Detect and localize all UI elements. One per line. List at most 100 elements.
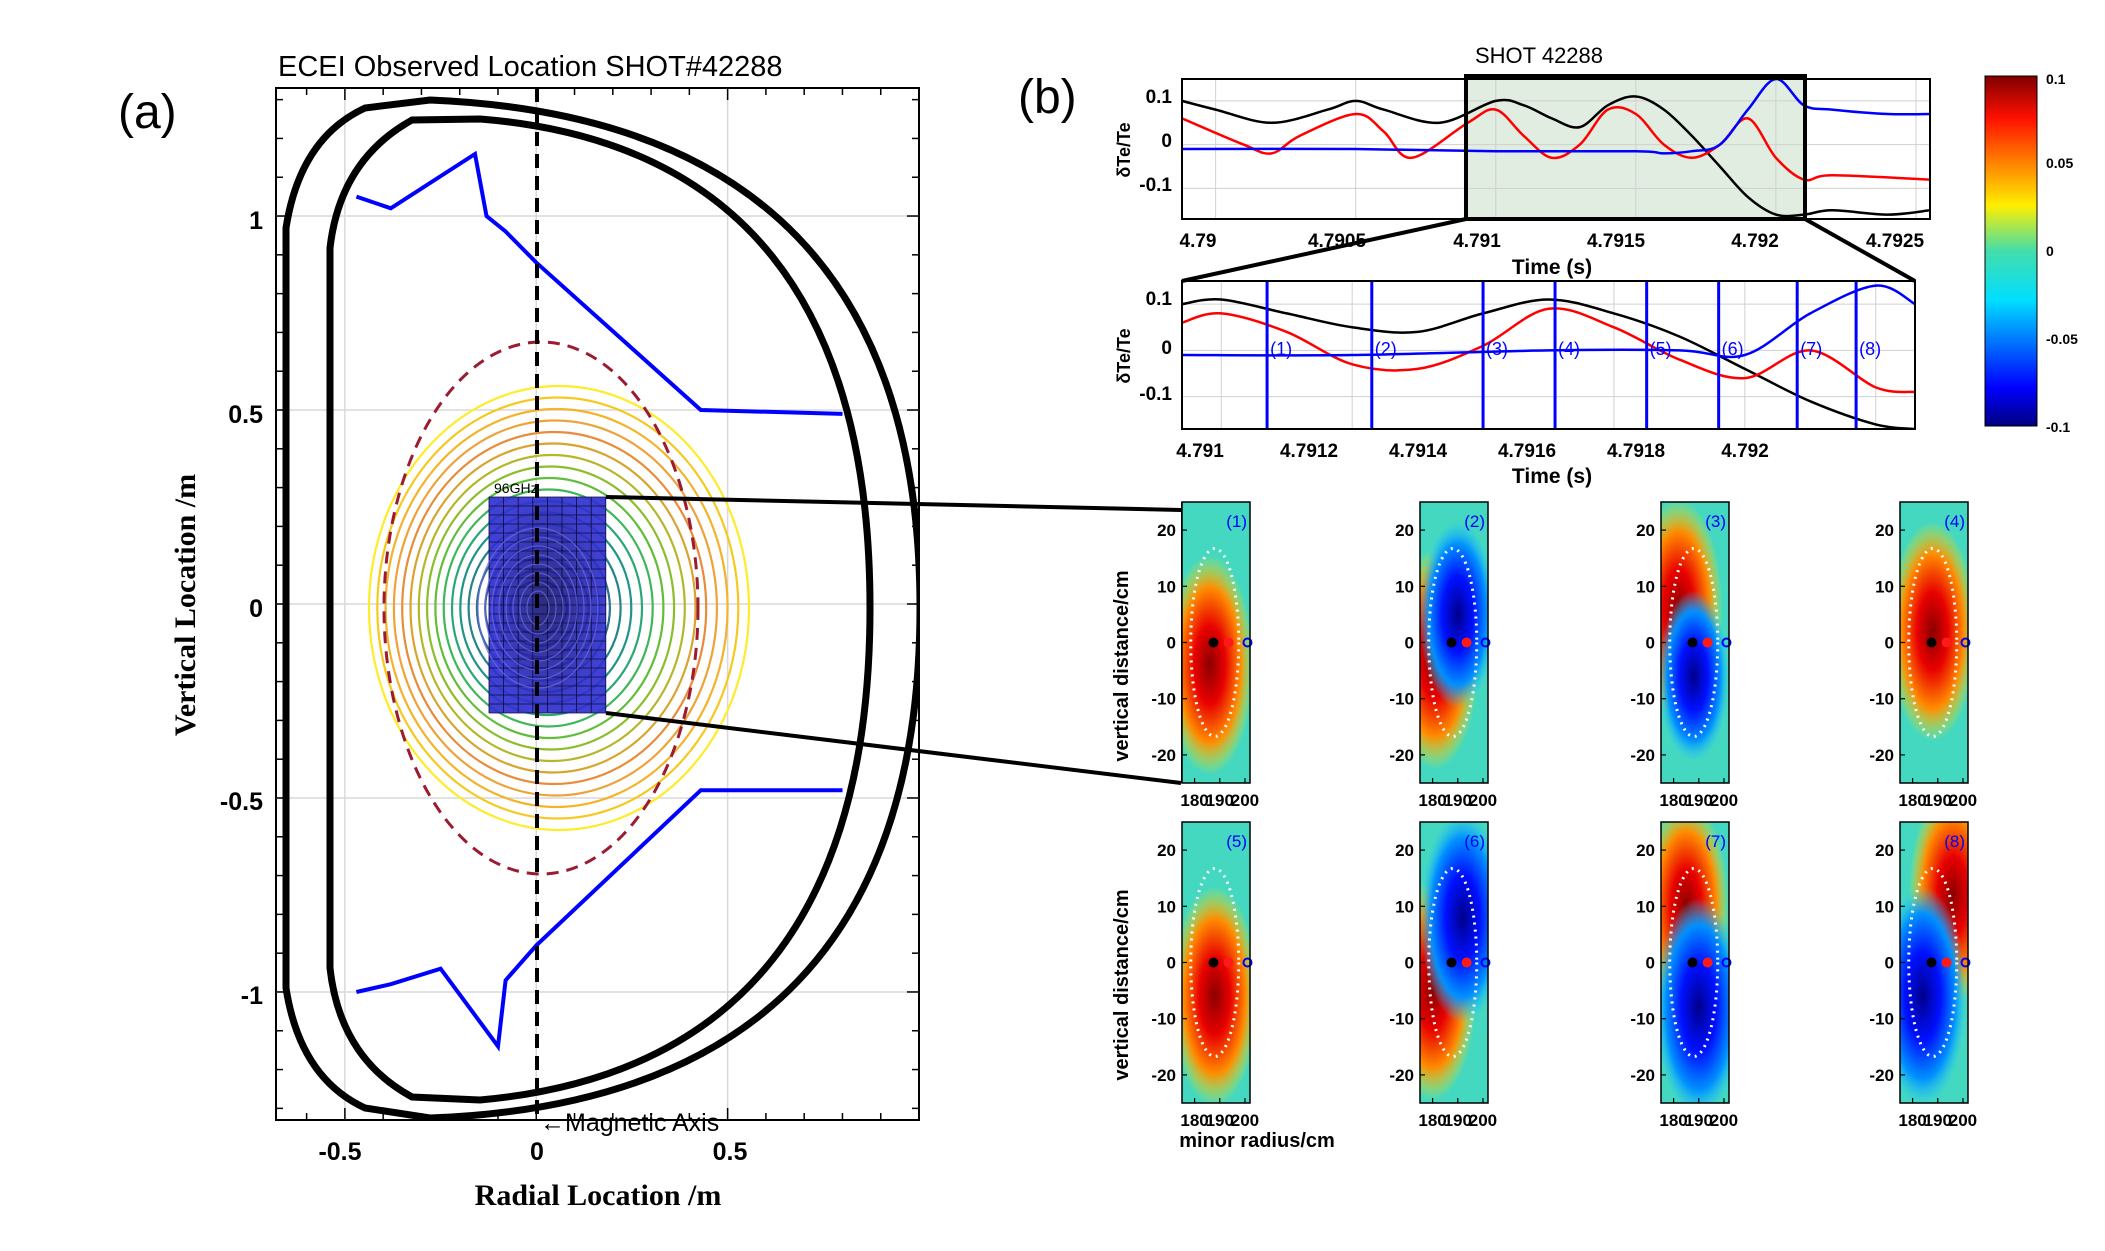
a-xtick-1: 0 bbox=[530, 1138, 544, 1166]
image-blob-1 bbox=[1900, 886, 1967, 1103]
t2-lines-series-0 bbox=[1182, 297, 1915, 429]
image-ytick: 0 bbox=[1405, 954, 1414, 973]
t1-ytick-1: 0 bbox=[1161, 131, 1172, 152]
image-blobs bbox=[1182, 547, 1250, 775]
channel-dot-blue bbox=[1480, 957, 1491, 968]
panel-a: (a) ECEI Observed Location SHOT#42288 96… bbox=[118, 51, 920, 1212]
image-ytick: 10 bbox=[1875, 897, 1894, 916]
t1-xtick-5: 4.7925 bbox=[1866, 231, 1925, 252]
flux-contour-6 bbox=[417, 453, 686, 763]
t1-ytick-2: -0.1 bbox=[1139, 175, 1172, 196]
image-xtick: 190 bbox=[1685, 1111, 1713, 1130]
image-ytick: 20 bbox=[1636, 521, 1655, 540]
image-ytick: 10 bbox=[1395, 897, 1414, 916]
t2-ytick-0: 0.1 bbox=[1146, 289, 1173, 310]
t2-xtick-2: 4.7914 bbox=[1389, 441, 1448, 462]
image-ytick: -20 bbox=[1869, 1066, 1894, 1085]
time-marker-label-4: (4) bbox=[1558, 339, 1580, 359]
image-ytick: -10 bbox=[1151, 690, 1176, 709]
image-ytick: -10 bbox=[1630, 690, 1655, 709]
image-ytick: 0 bbox=[1167, 954, 1176, 973]
image-xtick: 200 bbox=[1469, 791, 1497, 810]
time-marker-label-7: (7) bbox=[1800, 339, 1822, 359]
channel-dot-blue bbox=[1242, 957, 1253, 968]
t1-lines-series-2 bbox=[1182, 79, 1930, 155]
image-xtick: 200 bbox=[1231, 791, 1259, 810]
cbar-tick-3: -0.05 bbox=[2046, 331, 2078, 347]
a-ytick-1: 0.5 bbox=[228, 401, 263, 429]
time-marker-label-1: (1) bbox=[1270, 339, 1292, 359]
image-label-4: (4) bbox=[1944, 512, 1965, 531]
colorbar-gradient bbox=[1984, 75, 2038, 427]
image-xtick: 180 bbox=[1180, 1111, 1208, 1130]
image-xtick: 190 bbox=[1206, 1111, 1234, 1130]
image-xtick: 200 bbox=[1949, 1111, 1977, 1130]
image-xtick: 200 bbox=[1949, 791, 1977, 810]
image-blob-1 bbox=[1420, 822, 1488, 1024]
image-blob-1 bbox=[1420, 520, 1488, 709]
image-ytick: -10 bbox=[1151, 1010, 1176, 1029]
t1-xtick-1: 4.7905 bbox=[1308, 231, 1367, 252]
t2-xtick-0: 4.791 bbox=[1176, 441, 1224, 462]
image-xtick: 180 bbox=[1898, 1111, 1926, 1130]
flux-contour-7 bbox=[425, 465, 676, 751]
image-label-2: (2) bbox=[1464, 512, 1485, 531]
image-blobs bbox=[1420, 520, 1488, 770]
img-ylabel-row1: vertical distance/cm bbox=[1111, 570, 1133, 761]
time-marker-label-6: (6) bbox=[1722, 339, 1744, 359]
t2-ylabel: δTe/Te bbox=[1114, 328, 1134, 383]
image-label-6: (6) bbox=[1464, 832, 1485, 851]
time-marker-label-8: (8) bbox=[1859, 339, 1881, 359]
image-blobs bbox=[1661, 502, 1729, 763]
t1-xtick-0: 4.79 bbox=[1180, 231, 1217, 252]
panel-a-ylabel: Vertical Location /m bbox=[169, 474, 202, 736]
time-marker-label-5: (5) bbox=[1650, 339, 1672, 359]
image-label-5: (5) bbox=[1226, 832, 1247, 851]
ecei-image-grid: (1)20100-10-20180190200(2)20100-10-20180… bbox=[1151, 501, 1977, 1130]
image-ytick: 10 bbox=[1636, 897, 1655, 916]
panel-a-xlabel: Radial Location /m bbox=[475, 1179, 722, 1212]
colorbar: 0.1 0.05 0 -0.05 -0.1 bbox=[1984, 71, 2078, 435]
channel-dot-red bbox=[1941, 637, 1952, 648]
image-xtick: 190 bbox=[1924, 1111, 1952, 1130]
flux-contour-4 bbox=[401, 430, 708, 786]
image-ytick: -20 bbox=[1151, 746, 1176, 765]
image-ytick: 10 bbox=[1157, 577, 1176, 596]
t2-lines-series-1 bbox=[1182, 307, 1915, 394]
vacuum-vessel-outer bbox=[282, 96, 919, 1120]
time-markers: (1) (2) (3) (4) (5) (6) (7) (8) bbox=[1265, 281, 1881, 429]
q1-surface-ellipse bbox=[1189, 547, 1241, 738]
flux-contour-2 bbox=[384, 407, 729, 809]
image-xtick: 190 bbox=[1685, 791, 1713, 810]
image-ytick: 10 bbox=[1636, 577, 1655, 596]
image-ytick: -20 bbox=[1151, 1066, 1176, 1085]
image-xtick: 190 bbox=[1206, 791, 1234, 810]
a-ytick-4: -1 bbox=[241, 982, 263, 1010]
img-xlabel: minor radius/cm bbox=[1179, 1130, 1335, 1152]
image-blobs bbox=[1420, 822, 1488, 1101]
a-ytick-0: 1 bbox=[249, 207, 263, 235]
channel-dot-red bbox=[1941, 957, 1952, 968]
image-blobs bbox=[1900, 521, 1968, 742]
t1-lines-series-0 bbox=[1182, 95, 1930, 218]
zoom-connector-left bbox=[1181, 217, 1467, 283]
q1-surface-ellipse bbox=[1427, 547, 1479, 738]
channel-dot-black bbox=[1208, 637, 1219, 648]
image-ytick: -20 bbox=[1389, 746, 1414, 765]
channel-dot-blue bbox=[1960, 637, 1971, 648]
limiter-upper bbox=[355, 150, 843, 416]
image-ytick: 20 bbox=[1875, 521, 1894, 540]
t2-xtick-3: 4.7916 bbox=[1498, 441, 1556, 462]
image-xtick: 190 bbox=[1924, 791, 1952, 810]
t1-lines-series-1 bbox=[1182, 105, 1930, 182]
image-ytick: 0 bbox=[1167, 634, 1176, 653]
image-blob-0 bbox=[1900, 521, 1968, 742]
cbar-tick-4: -0.1 bbox=[2046, 419, 2070, 435]
image-ytick: -10 bbox=[1389, 690, 1414, 709]
t1-xlabel: Time (s) bbox=[1512, 256, 1592, 279]
cbar-tick-0: 0.1 bbox=[2046, 71, 2066, 87]
channel-dot-blue bbox=[1721, 957, 1732, 968]
freq-label: 96GHz bbox=[494, 480, 538, 496]
